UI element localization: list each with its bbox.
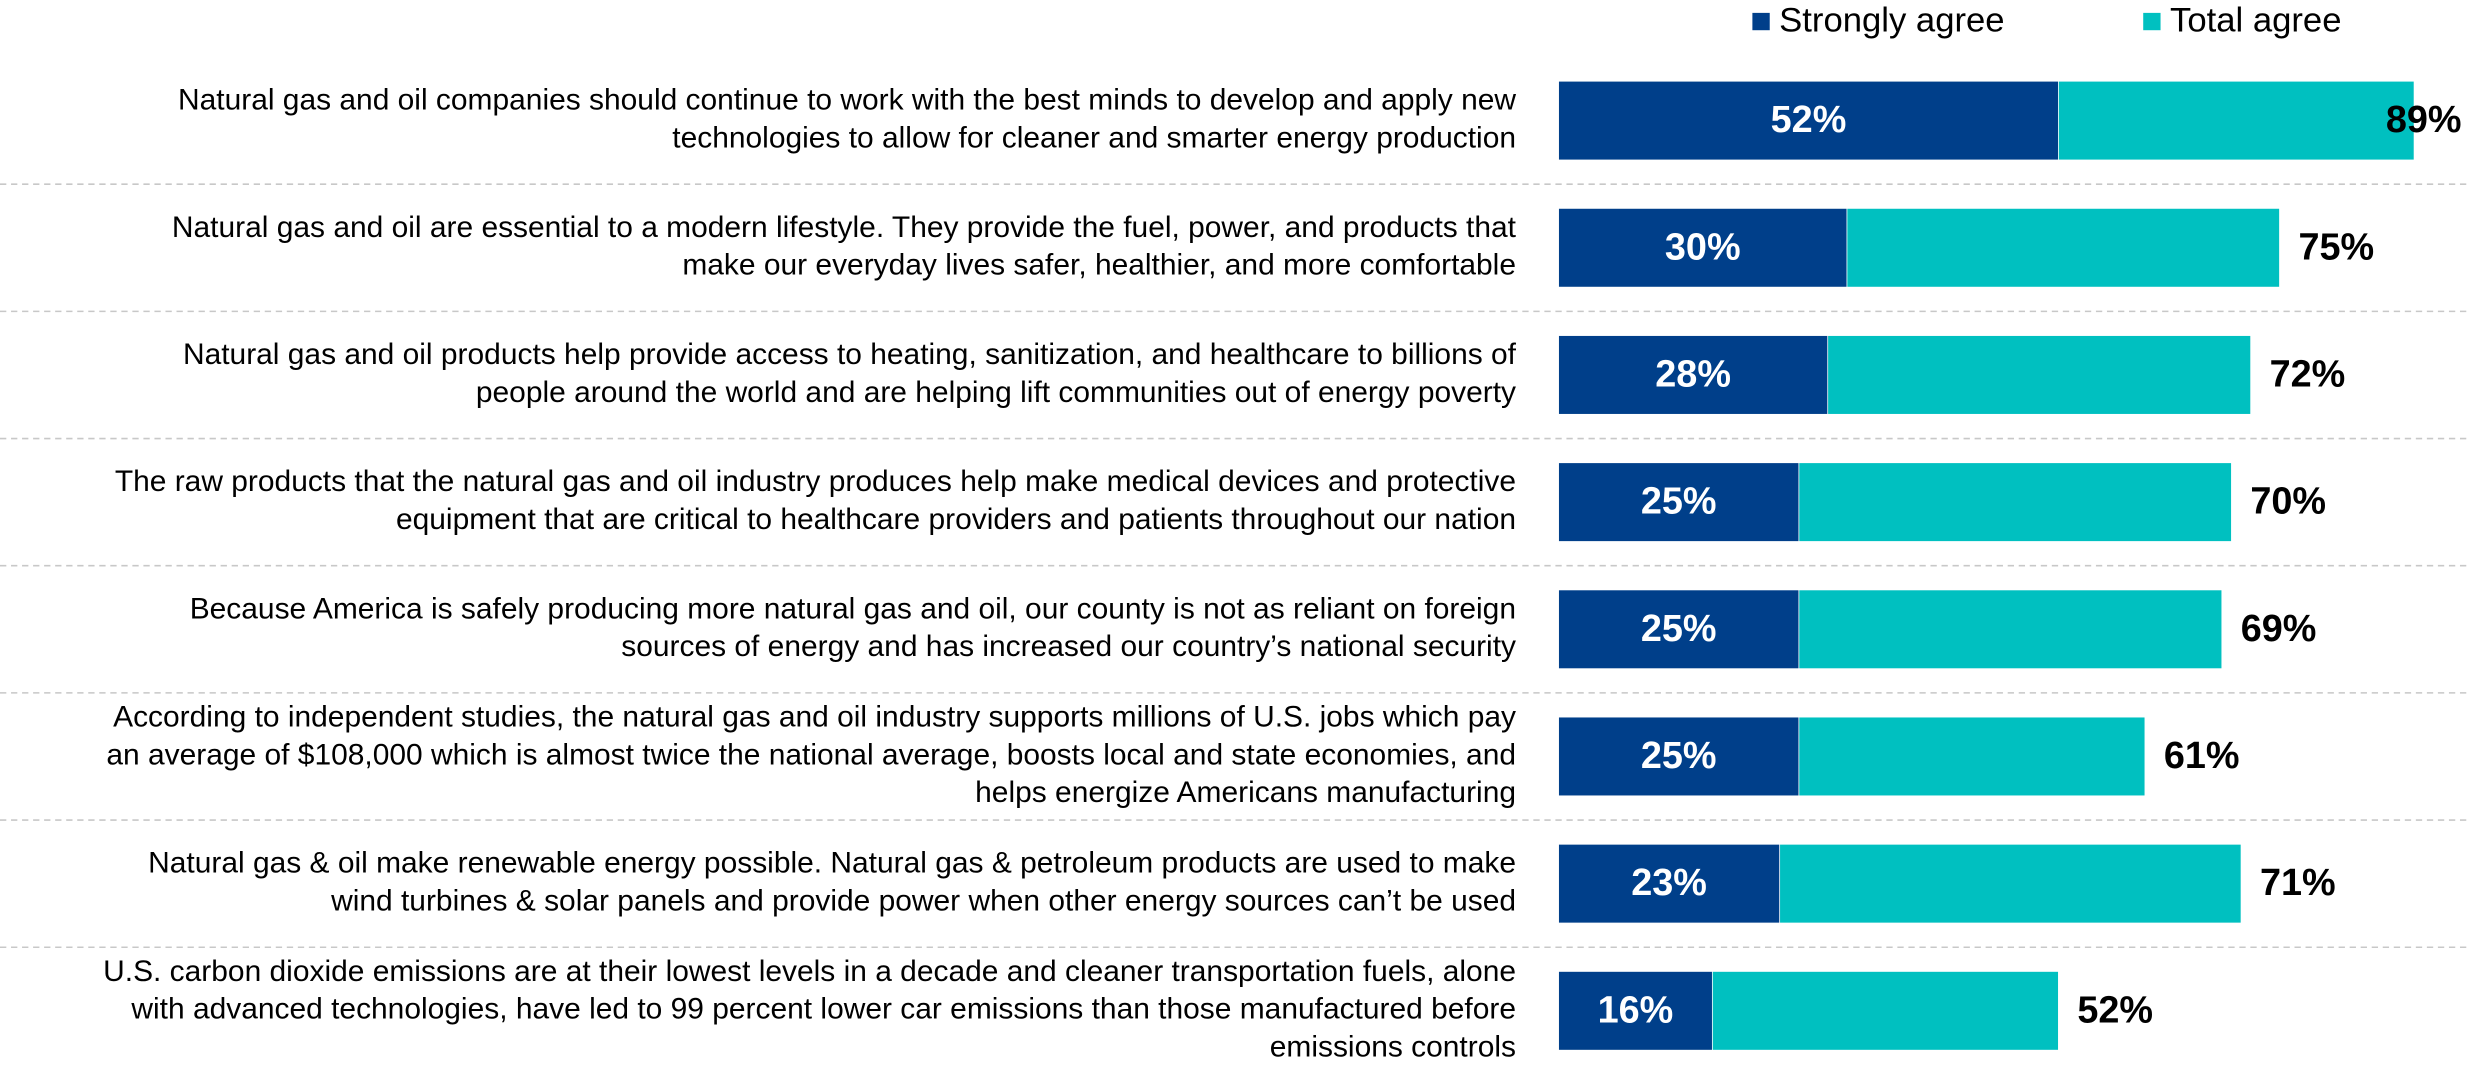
bar xyxy=(1558,462,1800,542)
value-label: 61% xyxy=(2164,735,2240,777)
category-label: make our everyday lives safer, healthier… xyxy=(682,249,1516,282)
bar xyxy=(1558,589,1800,670)
legend-label: Total agree xyxy=(2170,1,2341,39)
bar xyxy=(1558,80,2059,161)
value-label: 52% xyxy=(1771,99,1847,141)
legend-swatch xyxy=(1752,12,1770,31)
value-label: 16% xyxy=(1598,989,1674,1031)
category-label: Natural gas and oil are essential to a m… xyxy=(172,211,1517,244)
value-label: 30% xyxy=(1665,226,1741,268)
category-label: U.S. carbon dioxide emissions are at the… xyxy=(103,955,1516,988)
category-label: Natural gas and oil companies should con… xyxy=(178,84,1516,117)
category-label: emissions controls xyxy=(1270,1031,1516,1064)
value-label: 23% xyxy=(1631,862,1707,904)
legend-swatch xyxy=(2143,12,2161,31)
value-label: 89% xyxy=(2386,99,2462,141)
value-label: 71% xyxy=(2260,862,2336,904)
category-label: Natural gas & oil make renewable energy … xyxy=(148,847,1516,880)
value-label: 72% xyxy=(2270,354,2346,396)
category-label: technologies to allow for cleaner and sm… xyxy=(672,121,1516,154)
value-label: 28% xyxy=(1655,354,1731,396)
category-label: The raw products that the natural gas an… xyxy=(115,465,1516,498)
bar xyxy=(1558,335,1829,415)
value-label: 25% xyxy=(1641,608,1717,650)
category-label: an average of $108,000 which is almost t… xyxy=(106,738,1516,771)
category-label: According to independent studies, the na… xyxy=(113,701,1516,734)
value-label: 25% xyxy=(1641,735,1717,777)
category-label: Natural gas and oil products help provid… xyxy=(183,338,1517,371)
value-label: 52% xyxy=(2077,989,2153,1031)
category-label: wind turbines & solar panels and provide… xyxy=(330,884,1516,917)
category-label: equipment that are critical to healthcar… xyxy=(396,503,1516,536)
category-label: Because America is safely producing more… xyxy=(190,592,1516,625)
value-label: 25% xyxy=(1641,481,1717,523)
bar xyxy=(1558,207,1848,288)
category-label: people around the world and are helping … xyxy=(476,376,1516,409)
value-label: 75% xyxy=(2298,226,2374,268)
value-label: 70% xyxy=(2250,481,2326,523)
bar xyxy=(1558,843,1781,924)
bar xyxy=(1558,716,1800,797)
category-label: helps energize Americans manufacturing xyxy=(975,776,1516,809)
bar xyxy=(1558,971,1713,1051)
value-label: 69% xyxy=(2241,608,2317,650)
legend-label: Strongly agree xyxy=(1779,1,2004,39)
category-label: with advanced technologies, have led to … xyxy=(130,993,1516,1026)
category-label: sources of energy and has increased our … xyxy=(621,630,1516,663)
